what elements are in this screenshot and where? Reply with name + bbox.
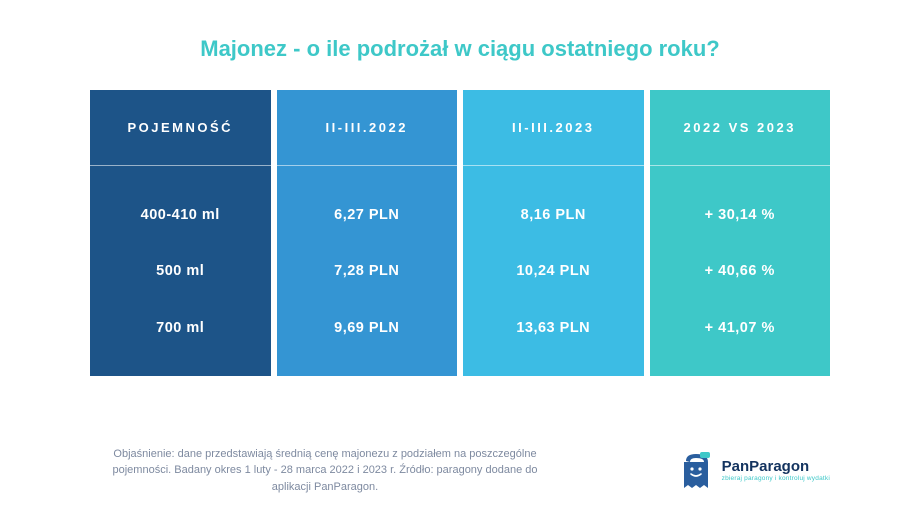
table-cell: + 41,07 % bbox=[705, 320, 775, 336]
page-title: Majonez - o ile podrożał w ciągu ostatni… bbox=[0, 0, 920, 90]
explanation-text: Objaśnienie: dane przedstawiają średnią … bbox=[110, 446, 540, 496]
table-cell: 6,27 PLN bbox=[334, 207, 399, 223]
table-cell: + 40,66 % bbox=[705, 263, 775, 279]
price-table: POJEMNOŚĆ 400-410 ml 500 ml 700 ml II-II… bbox=[0, 90, 920, 376]
column-change: 2022 VS 2023 + 30,14 % + 40,66 % + 41,07… bbox=[650, 90, 831, 376]
footer: Objaśnienie: dane przedstawiają średnią … bbox=[0, 446, 920, 496]
column-capacity: POJEMNOŚĆ 400-410 ml 500 ml 700 ml bbox=[90, 90, 271, 376]
table-cell: 13,63 PLN bbox=[516, 320, 590, 336]
column-body: 6,27 PLN 7,28 PLN 9,69 PLN bbox=[277, 166, 458, 376]
table-cell: 700 ml bbox=[156, 320, 204, 336]
brand-name: PanParagon bbox=[722, 458, 830, 475]
column-header: 2022 VS 2023 bbox=[650, 90, 831, 166]
panparagon-logo-icon bbox=[680, 450, 714, 490]
table-cell: 9,69 PLN bbox=[334, 320, 399, 336]
table-cell: 400-410 ml bbox=[141, 207, 220, 223]
table-cell: + 30,14 % bbox=[705, 207, 775, 223]
column-2023: II-III.2023 8,16 PLN 10,24 PLN 13,63 PLN bbox=[463, 90, 644, 376]
column-body: + 30,14 % + 40,66 % + 41,07 % bbox=[650, 166, 831, 376]
column-header: II-III.2022 bbox=[277, 90, 458, 166]
column-body: 8,16 PLN 10,24 PLN 13,63 PLN bbox=[463, 166, 644, 376]
column-header: II-III.2023 bbox=[463, 90, 644, 166]
brand: PanParagon zbieraj paragony i kontroluj … bbox=[680, 450, 830, 490]
brand-tagline: zbieraj paragony i kontroluj wydatki bbox=[722, 475, 830, 482]
column-body: 400-410 ml 500 ml 700 ml bbox=[90, 166, 271, 376]
table-cell: 500 ml bbox=[156, 263, 204, 279]
table-cell: 7,28 PLN bbox=[334, 263, 399, 279]
table-cell: 8,16 PLN bbox=[521, 207, 586, 223]
column-2022: II-III.2022 6,27 PLN 7,28 PLN 9,69 PLN bbox=[277, 90, 458, 376]
table-cell: 10,24 PLN bbox=[516, 263, 590, 279]
column-header: POJEMNOŚĆ bbox=[90, 90, 271, 166]
